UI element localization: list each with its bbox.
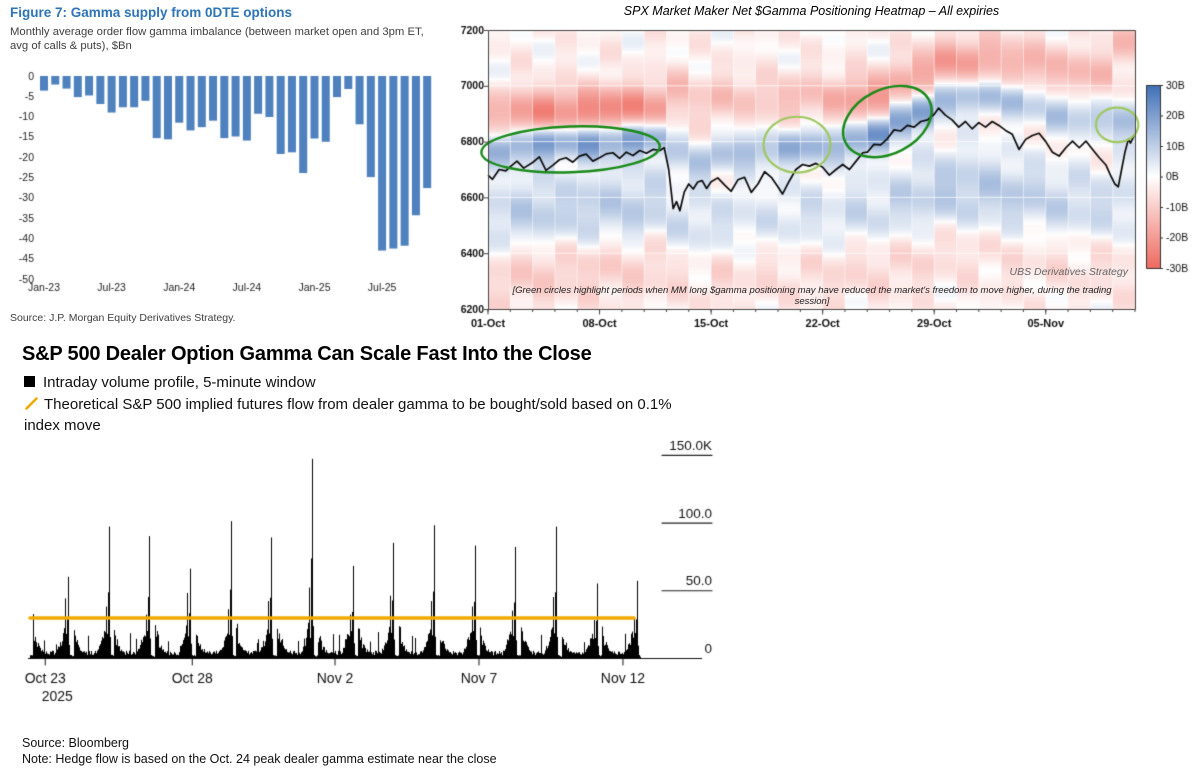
figure7-title: Figure 7: Gamma supply from 0DTE options bbox=[10, 5, 293, 20]
gamma-heatmap-canvas bbox=[458, 0, 1193, 335]
yellow-slash-icon bbox=[25, 397, 38, 410]
legend-hedge-flow-label: Theoretical S&P 500 implied futures flow… bbox=[24, 396, 672, 434]
heatmap-watermark: UBS Derivatives Strategy bbox=[1009, 266, 1128, 278]
bloomberg-title: S&P 500 Dealer Option Gamma Can Scale Fa… bbox=[22, 343, 592, 365]
legend-volume-profile-label: Intraday volume profile, 5-minute window bbox=[43, 374, 316, 391]
black-square-icon bbox=[24, 376, 35, 387]
volume-profile-chart-canvas bbox=[10, 432, 750, 704]
figure7-source: Source: J.P. Morgan Equity Derivatives S… bbox=[10, 312, 236, 324]
bloomberg-source: Source: Bloomberg bbox=[22, 736, 130, 750]
figure7-subtitle: Monthly average order flow gamma imbalan… bbox=[10, 26, 424, 53]
gamma-supply-bar-chart-canvas bbox=[8, 62, 458, 302]
heatmap-note: [Green circles highlight periods when MM… bbox=[512, 285, 1112, 307]
legend-hedge-flow: Theoretical S&P 500 implied futures flow… bbox=[24, 395, 704, 436]
bloomberg-note: Note: Hedge flow is based on the Oct. 24… bbox=[22, 752, 497, 766]
legend-volume-profile: Intraday volume profile, 5-minute window bbox=[24, 374, 316, 391]
